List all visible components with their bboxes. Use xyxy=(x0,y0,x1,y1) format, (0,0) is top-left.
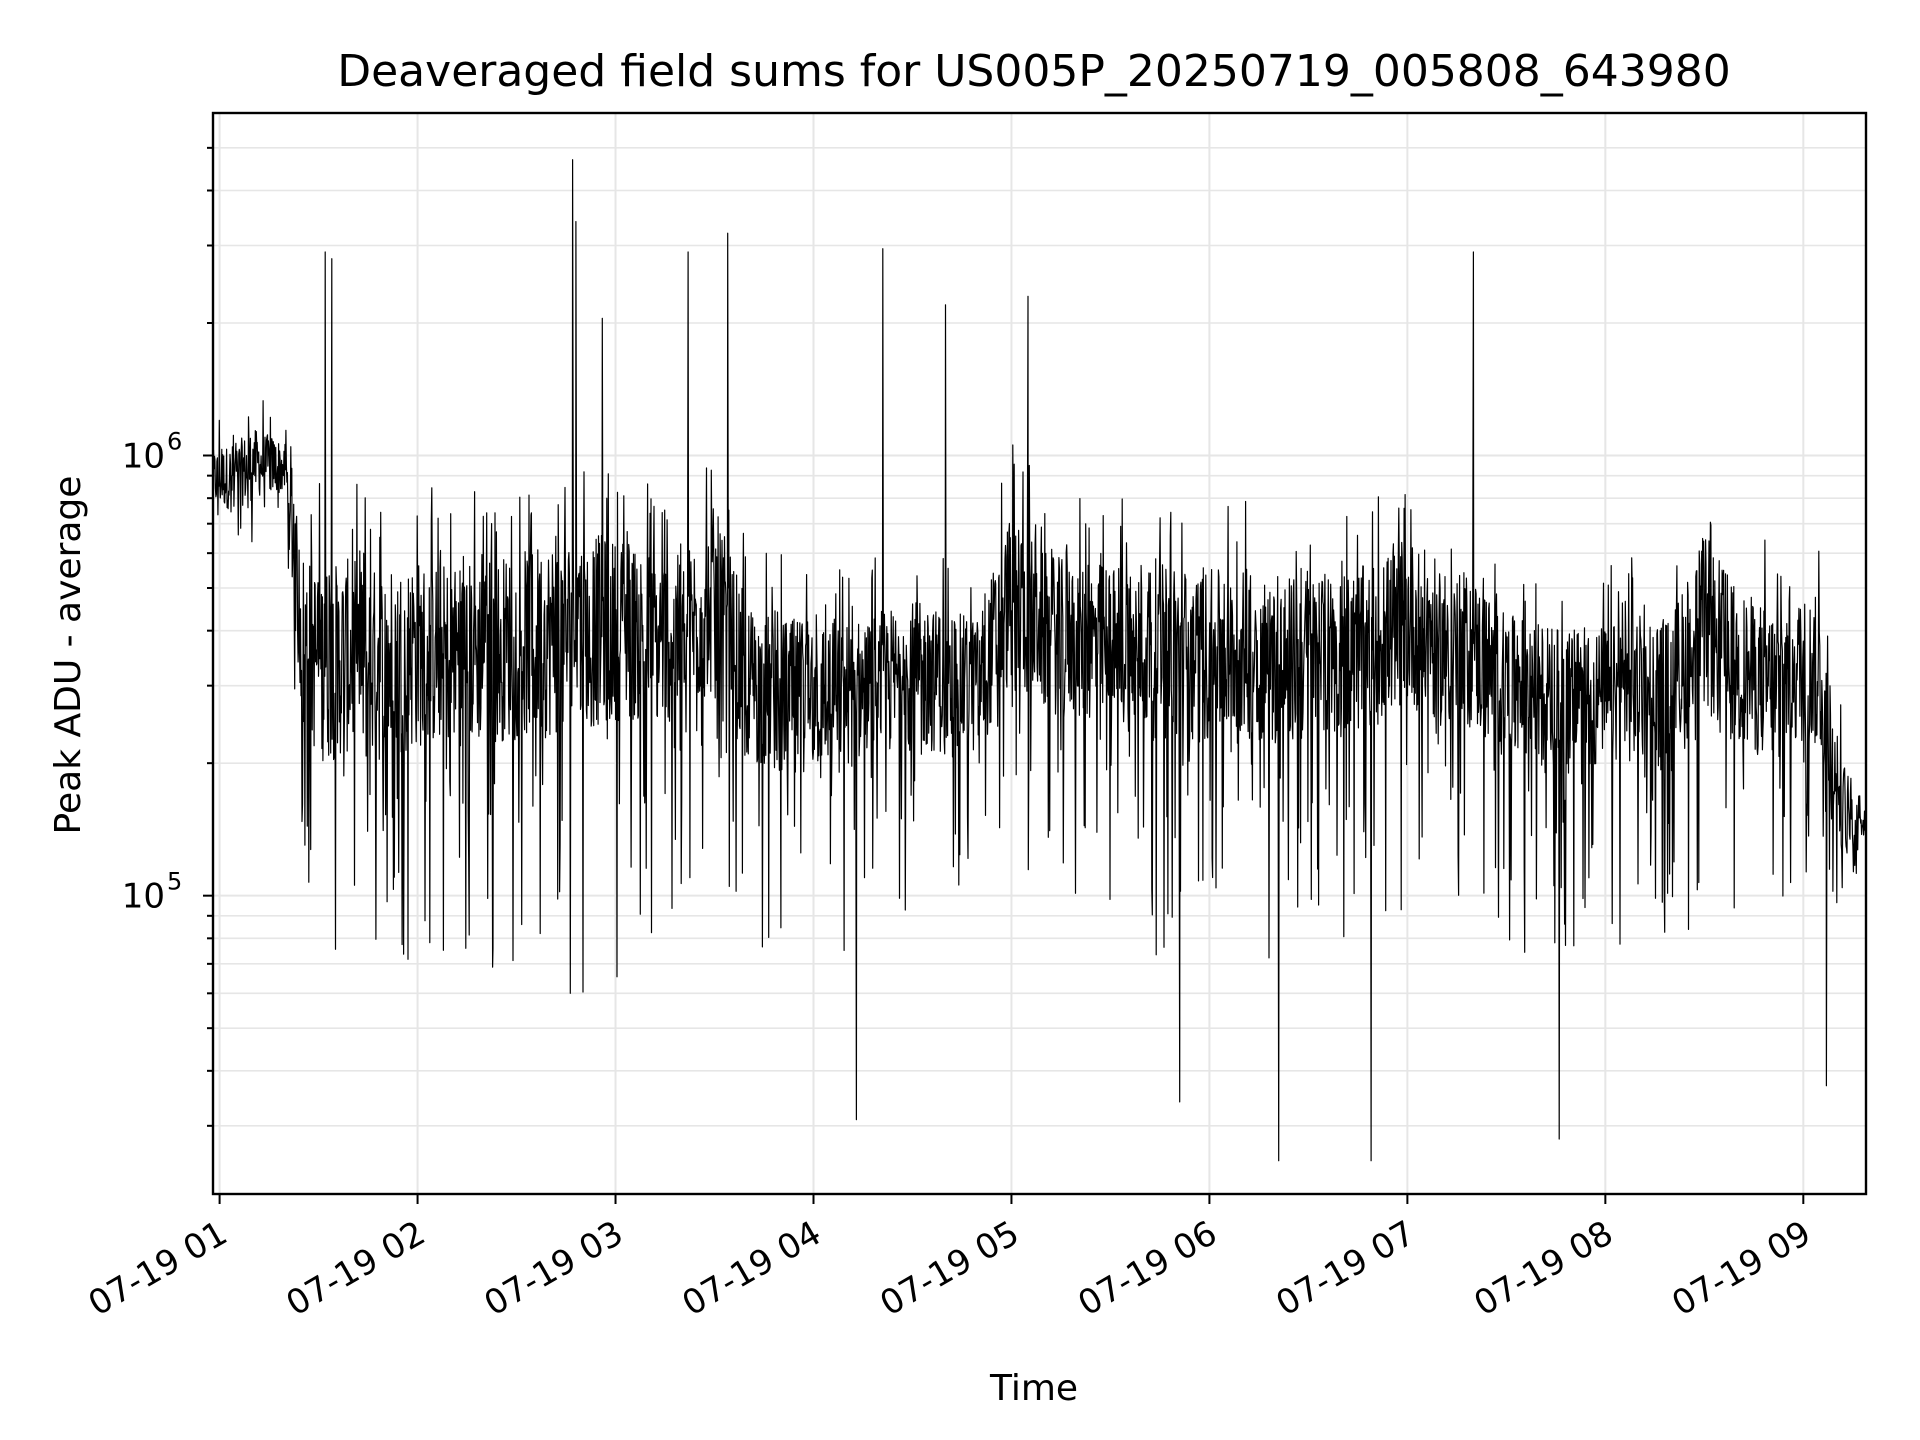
y-tick-exponent: 6 xyxy=(167,428,182,456)
series-layer xyxy=(213,159,1866,1162)
plot-frame xyxy=(211,111,1868,1196)
series-line xyxy=(213,159,1866,1162)
chart-title: Deaveraged field sums for US005P_2025071… xyxy=(337,46,1731,97)
y-tick-exponent: 5 xyxy=(167,868,182,896)
y-tick-label: 10 xyxy=(122,437,165,477)
y-tick-label: 10 xyxy=(122,877,165,917)
y-axis-label: Peak ADU - average xyxy=(48,476,89,835)
x-axis-label: Time xyxy=(989,1368,1078,1409)
